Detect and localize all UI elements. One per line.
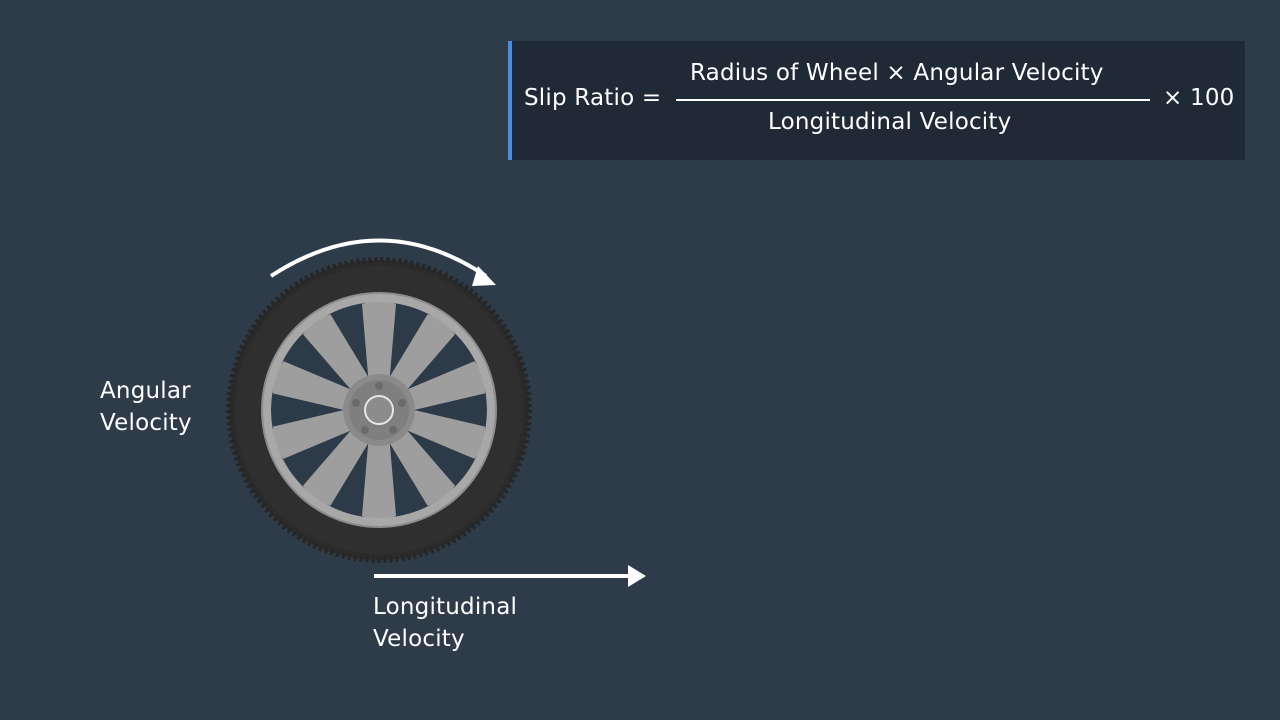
angular-velocity-label: Angular Velocity [100,375,192,439]
formula-box: Slip Ratio = Radius of Wheel × Angular V… [508,41,1245,160]
longitudinal-label-line-2: Velocity [373,626,465,652]
formula-multiplier: × 100 [1163,85,1235,111]
curved-arrow-icon [269,238,496,286]
longitudinal-label-line-1: Longitudinal [373,594,518,620]
longitudinal-velocity-label: Longitudinal Velocity [373,591,517,655]
formula-lhs: Slip Ratio = [524,85,662,111]
wheel-icon [226,257,532,563]
angular-label-line-2: Velocity [100,410,192,436]
fraction-bar [676,99,1150,101]
formula-numerator: Radius of Wheel × Angular Velocity [690,60,1104,86]
right-arrow-icon [374,565,646,587]
angular-label-line-1: Angular [100,378,191,404]
formula-denominator: Longitudinal Velocity [768,109,1012,135]
